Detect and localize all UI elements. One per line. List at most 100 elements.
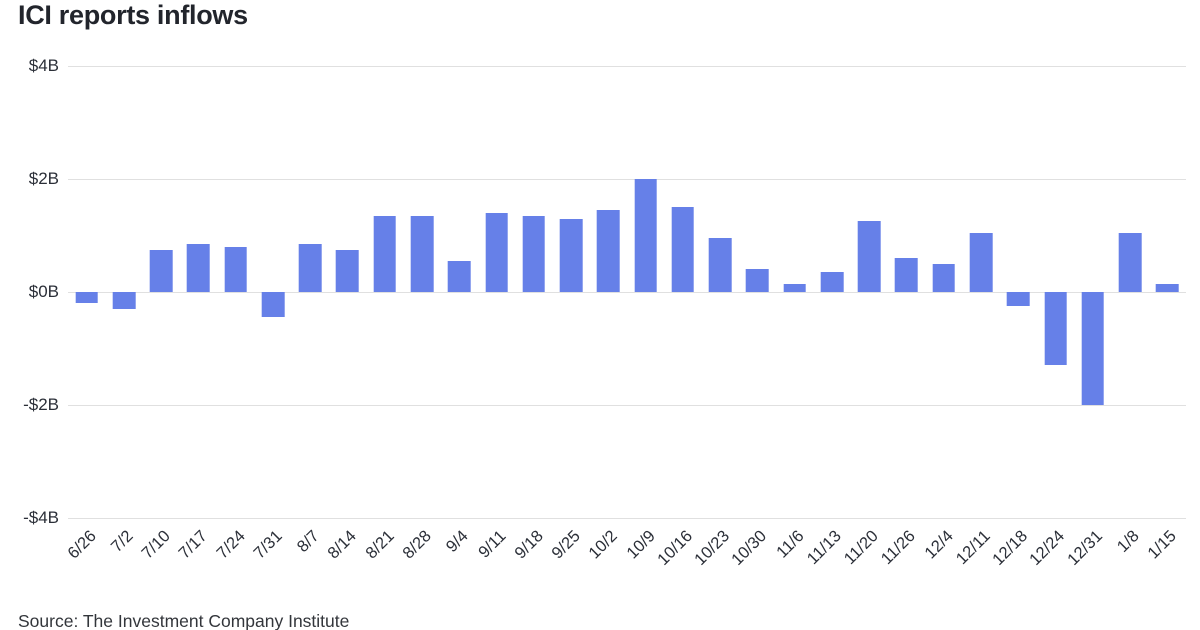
- bar-slot: 8/28: [399, 66, 436, 562]
- bar: [224, 246, 247, 292]
- bar-slot: 1/15: [1145, 66, 1181, 562]
- gridline: [68, 518, 1186, 519]
- x-tick-label: 8/28: [399, 527, 435, 563]
- bar: [485, 212, 508, 292]
- bar-slot: 9/18: [511, 66, 548, 562]
- bar: [373, 215, 397, 292]
- bar: [671, 207, 695, 292]
- bar: [969, 232, 993, 292]
- x-tick-label: 1/15: [1144, 527, 1181, 563]
- bar: [559, 218, 583, 292]
- x-tick-label: 6/26: [63, 527, 100, 563]
- bar-slot: 9/11: [475, 66, 510, 562]
- bar-slot: 1/8: [1114, 66, 1144, 556]
- bars: 6/26 7/2 7/10 7/17 7/24 7/31 8/7 8/14 8/21 8/28 9/…: [64, 66, 1186, 569]
- bar-slot: 12/4: [921, 66, 958, 562]
- bar-slot: 7/17: [176, 66, 212, 562]
- x-tick-label: 7/10: [138, 527, 174, 563]
- bar-slot: 10/9: [623, 66, 659, 562]
- bar-slot: 10/16: [654, 66, 697, 569]
- x-tick-label: 8/7: [294, 527, 323, 556]
- source-caption: Source: The Investment Company Institute: [18, 611, 350, 630]
- bar: [410, 215, 434, 292]
- bar-slot: 9/25: [548, 66, 585, 562]
- x-tick-label: 7/24: [212, 527, 249, 563]
- x-tick-label: 11/26: [878, 527, 920, 569]
- bar-slot: 10/30: [728, 66, 771, 569]
- x-tick-label: 10/2: [585, 527, 622, 563]
- bar: [149, 249, 173, 292]
- bar: [187, 243, 210, 292]
- gridline: [68, 292, 1186, 293]
- x-tick-label: 10/23: [690, 527, 733, 569]
- bar: [634, 179, 657, 292]
- x-tick-label: 9/25: [548, 527, 584, 563]
- bar: [336, 249, 359, 292]
- x-tick-label: 7/31: [250, 527, 286, 563]
- bar-slot: 8/14: [325, 66, 361, 562]
- bar: [1156, 283, 1179, 292]
- x-tick-label: 7/17: [175, 527, 212, 563]
- x-tick-label: 8/14: [324, 527, 361, 563]
- bar: [746, 269, 769, 292]
- bar-slot: 12/24: [1026, 66, 1069, 569]
- gridline: [68, 66, 1186, 67]
- x-tick-label: 9/4: [443, 527, 473, 556]
- x-tick-label: 10/16: [653, 527, 696, 569]
- bar-slot: 7/24: [213, 66, 250, 562]
- x-tick-label: 12/31: [1063, 527, 1106, 569]
- chart-plot-area: $4B $2B $0B -$2B -$4B 6/26 7/2 7/10 7/17 7/24 7/3…: [23, 56, 1186, 569]
- bar-slot: 8/21: [362, 66, 399, 562]
- bar-slot: 11/6: [773, 66, 809, 562]
- bar-slot: 8/7: [294, 66, 324, 556]
- bar: [1118, 232, 1142, 292]
- bar-slot: 9/4: [443, 66, 473, 556]
- bar: [447, 260, 471, 292]
- bar-slot: 7/10: [138, 66, 175, 562]
- bar: [597, 210, 620, 292]
- bar: [261, 292, 285, 318]
- bar: [820, 272, 844, 292]
- bar-slot: 10/23: [691, 66, 734, 569]
- bar-slot: 7/31: [250, 66, 287, 562]
- bar: [1044, 292, 1067, 366]
- bar: [112, 292, 136, 309]
- x-tick-label: 12/4: [921, 527, 957, 563]
- bar: [932, 263, 956, 292]
- x-tick-label: 9/11: [474, 527, 510, 562]
- bar-slot: 11/20: [841, 66, 883, 568]
- bar-slot: 10/2: [586, 66, 622, 562]
- y-tick-label: $4B: [28, 56, 59, 75]
- bar-slot: 12/18: [989, 66, 1032, 569]
- bar: [783, 283, 806, 292]
- bar: [708, 238, 732, 292]
- x-tick-label: 10/9: [622, 527, 659, 563]
- x-tick-label: 7/2: [107, 527, 137, 556]
- bar: [522, 215, 546, 292]
- gridline: [68, 179, 1186, 180]
- y-tick-label: $2B: [28, 169, 59, 188]
- x-tick-label: 8/21: [362, 527, 398, 563]
- x-tick-label: 11/13: [803, 527, 845, 569]
- bar-slot: 11/26: [878, 66, 920, 568]
- gridline: [68, 405, 1186, 406]
- y-tick-label: -$4B: [23, 508, 59, 527]
- bar: [75, 292, 98, 304]
- x-tick-label: 12/11: [952, 527, 994, 569]
- bar-slot: 6/26: [64, 66, 101, 562]
- page-title: ICI reports inflows: [18, 0, 248, 30]
- x-tick-label: 9/18: [511, 527, 547, 563]
- bar: [1081, 292, 1105, 405]
- y-tick-label: -$2B: [23, 395, 59, 414]
- bar-slot: 7/2: [108, 66, 138, 556]
- bar-slot: 11/13: [804, 66, 846, 568]
- x-tick-label: 12/24: [1026, 527, 1069, 569]
- y-tick-label: $0B: [28, 282, 59, 301]
- bar: [857, 221, 881, 292]
- bar-slot: 12/11: [953, 66, 995, 568]
- x-tick-label: 1/8: [1113, 527, 1143, 556]
- x-tick-label: 10/30: [728, 527, 771, 569]
- bar: [895, 258, 918, 292]
- x-tick-label: 12/18: [989, 527, 1032, 569]
- x-tick-label: 11/20: [840, 527, 882, 569]
